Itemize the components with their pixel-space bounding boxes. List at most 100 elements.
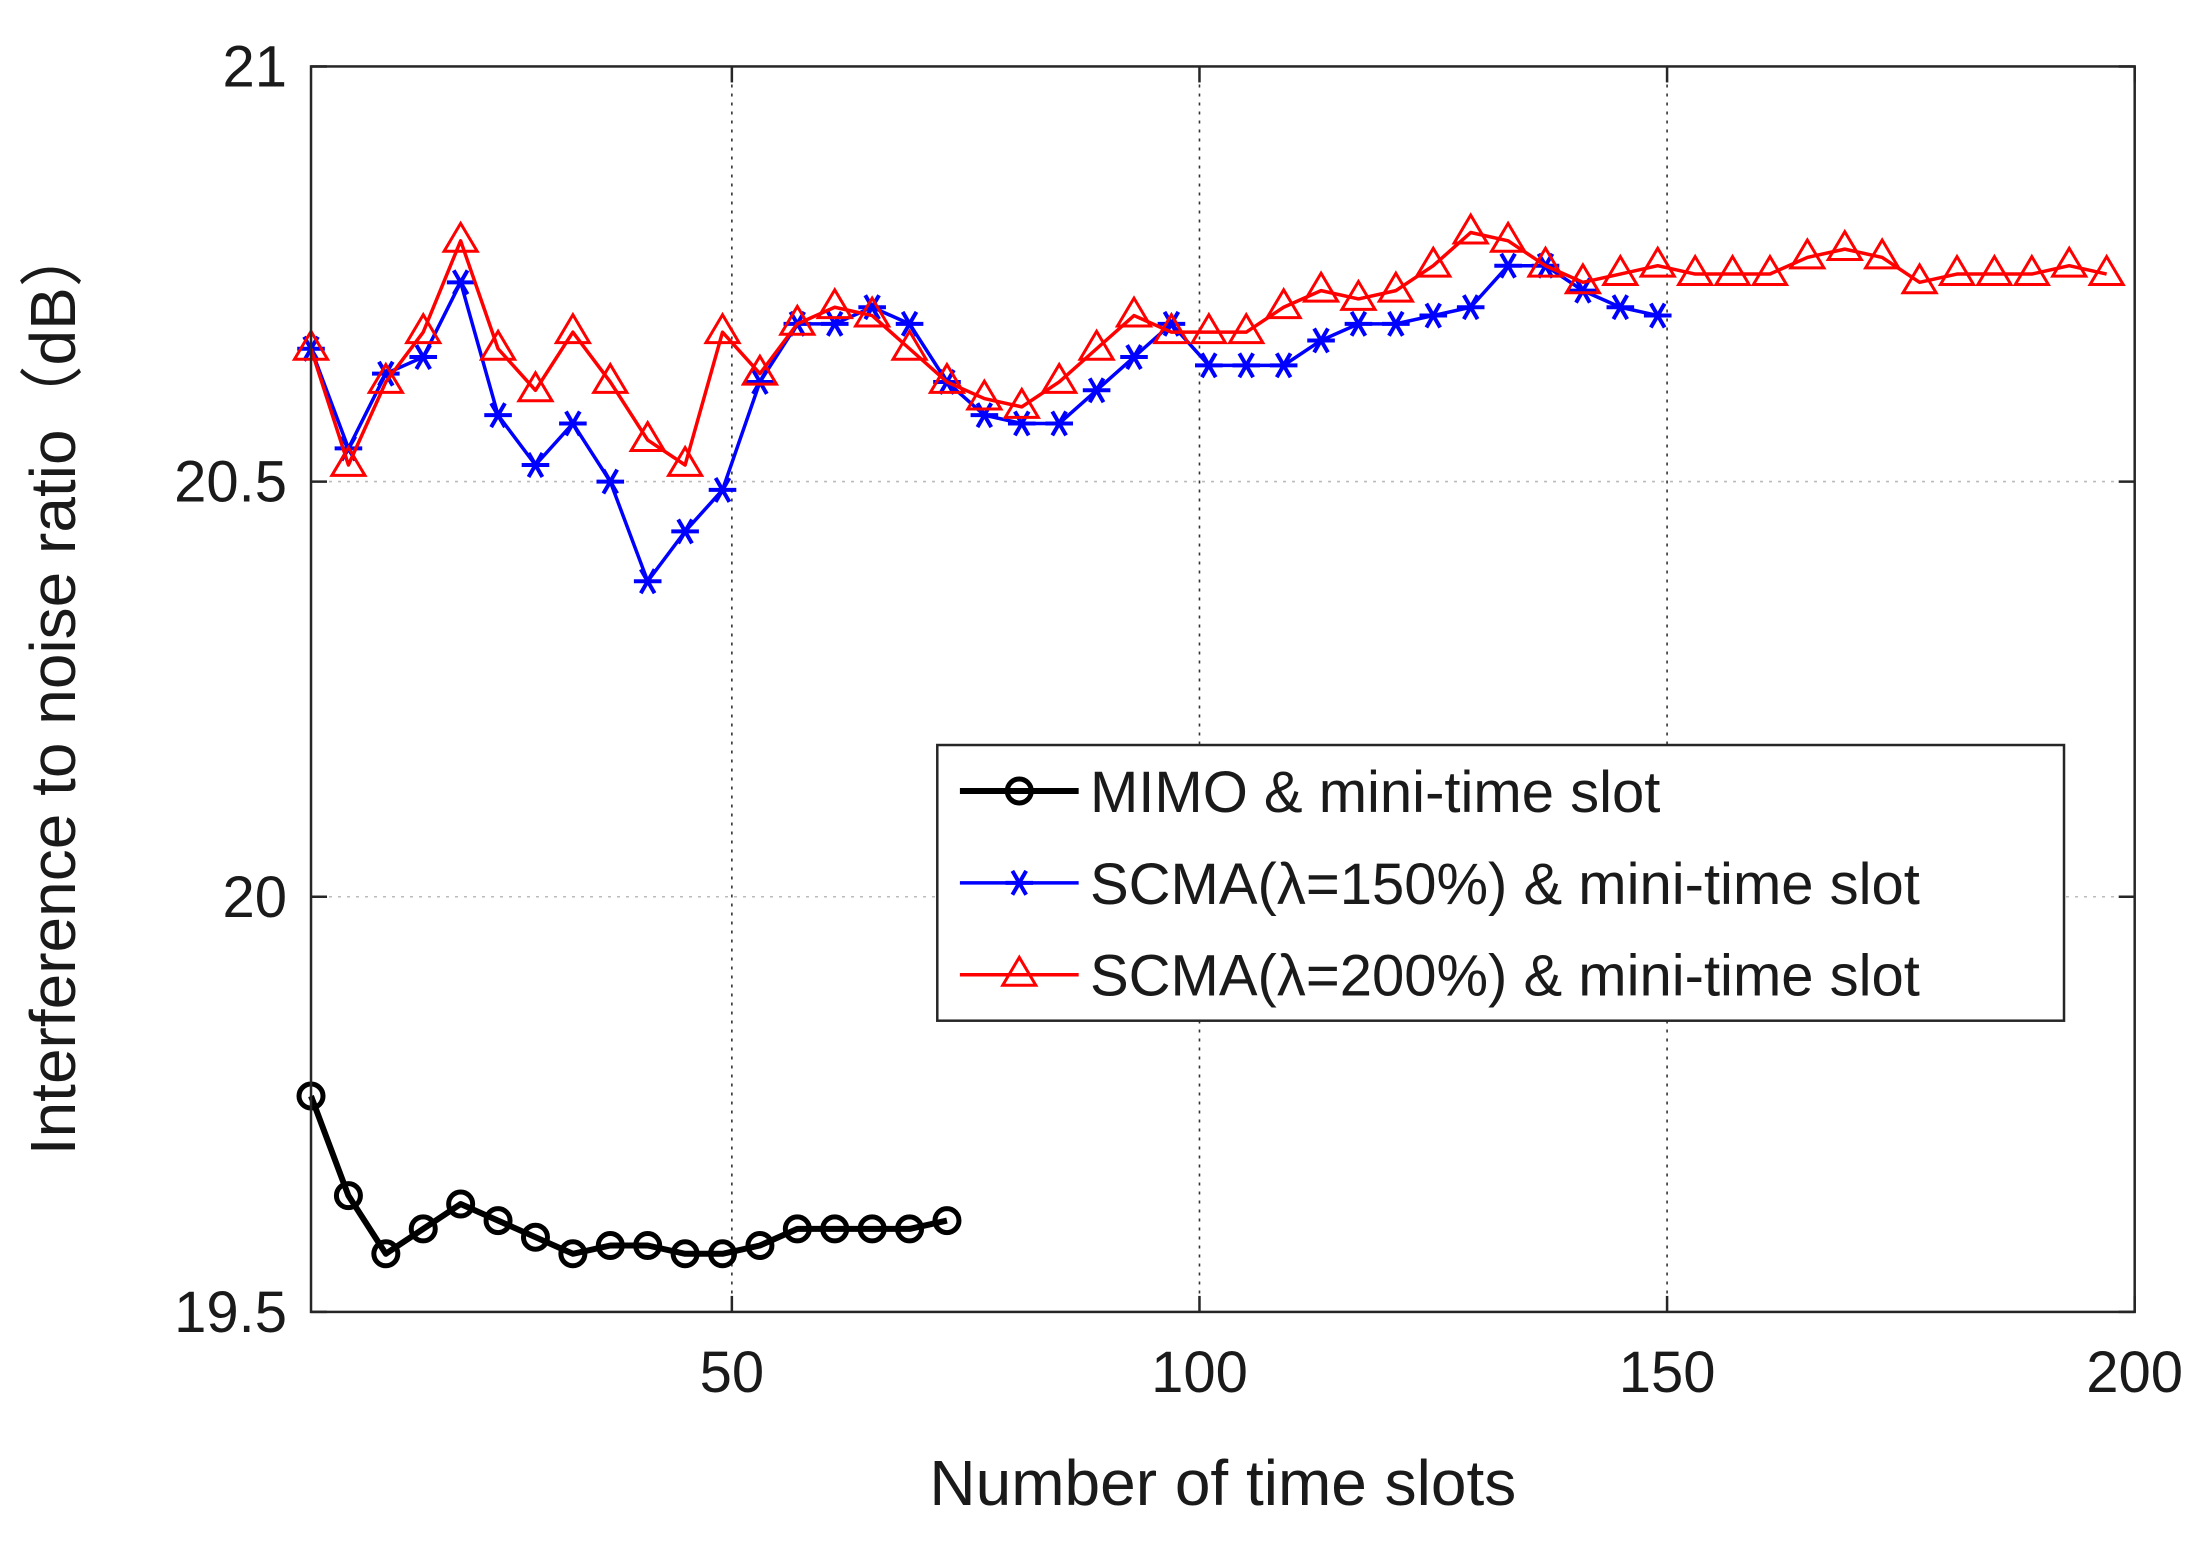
- data-point: [708, 476, 737, 503]
- data-point: [1750, 253, 1790, 286]
- data-point: [446, 269, 475, 296]
- data-point: [633, 1230, 663, 1260]
- data-point: [1863, 237, 1902, 270]
- data-point: [1195, 352, 1223, 379]
- asterisk-stroke: [751, 369, 769, 395]
- data-point: [2050, 245, 2089, 278]
- asterisk-stroke: [1087, 377, 1106, 404]
- data-point: [746, 369, 774, 395]
- data-point: [1269, 352, 1298, 379]
- legend-label: SCMA(λ=150%) & mini-time slot: [1090, 852, 1920, 917]
- data-point: [1419, 302, 1448, 329]
- asterisk-stroke: [377, 360, 395, 387]
- data-point: [970, 402, 999, 429]
- data-point: [1227, 311, 1266, 345]
- data-point: [1825, 228, 1864, 262]
- data-point: [520, 1222, 550, 1252]
- series-layer: [291, 212, 2126, 1269]
- axis-ticks: 50 100 150 200 19.5 20 20.5 21: [174, 34, 2183, 1404]
- data-point: [1414, 245, 1453, 278]
- data-point: [740, 353, 780, 386]
- asterisk-stroke: [1462, 294, 1480, 321]
- data-point: [1339, 278, 1378, 311]
- legend-marker: [1005, 869, 1034, 896]
- x-axis-label: Number of time slots: [929, 1447, 1516, 1519]
- data-point: [670, 1239, 700, 1269]
- data-point: [333, 1181, 363, 1211]
- legend-marker: [1004, 776, 1034, 806]
- legend-label: MIMO & mini-time slot: [1090, 760, 1660, 825]
- y-tick-label: 21: [222, 34, 287, 99]
- plot-area-frame: [309, 65, 2136, 1314]
- legend-box: [936, 743, 2066, 1022]
- data-point: [483, 1206, 513, 1236]
- data-point: [852, 295, 892, 328]
- data-point: [1382, 310, 1410, 337]
- data-point: [329, 444, 368, 477]
- asterisk-stroke: [639, 568, 657, 595]
- asterisk-stroke: [1275, 352, 1293, 379]
- data-point: [895, 1214, 925, 1244]
- data-point: [1643, 302, 1672, 329]
- asterisk-stroke: [1499, 252, 1517, 279]
- asterisk-stroke: [1649, 302, 1667, 329]
- data-point: [1900, 261, 1939, 295]
- data-point: [404, 311, 443, 345]
- data-point: [1040, 361, 1079, 394]
- data-point: [1638, 245, 1677, 278]
- data-point: [820, 1214, 850, 1244]
- y-tick-label: 19.5: [174, 1280, 287, 1345]
- asterisk-stroke: [1200, 352, 1218, 379]
- data-point: [665, 444, 705, 477]
- data-point: [1307, 327, 1335, 354]
- data-point: [371, 1239, 401, 1269]
- data-point: [1494, 252, 1522, 279]
- data-point: [745, 1230, 775, 1260]
- data-point: [1007, 410, 1036, 437]
- data-point: [408, 1214, 438, 1244]
- asterisk-stroke: [1611, 294, 1629, 321]
- asterisk-stroke: [564, 410, 582, 437]
- asterisk-stroke: [489, 402, 507, 429]
- legend: MIMO & mini-time slot SCMA(λ=150%) & mini…: [936, 743, 2066, 1022]
- data-point: [857, 1214, 887, 1244]
- asterisk-stroke: [975, 402, 994, 429]
- data-point: [1937, 253, 1977, 286]
- data-point: [484, 402, 512, 429]
- asterisk-stroke: [414, 344, 432, 371]
- data-point: [1526, 245, 1565, 278]
- series-line: [309, 230, 2108, 467]
- x-tick-label: 200: [2086, 1340, 2183, 1405]
- asterisk-stroke: [452, 269, 470, 296]
- data-point: [1344, 310, 1373, 337]
- data-point: [366, 361, 405, 394]
- data-point: [478, 328, 518, 361]
- data-point: [446, 1189, 476, 1219]
- data-point: [558, 1239, 588, 1269]
- data-point: [596, 468, 625, 495]
- y-axis-label: Interference to noise ratio（dB）: [17, 223, 89, 1155]
- asterisk-stroke: [1013, 410, 1031, 437]
- y-tick-label: 20: [222, 865, 287, 930]
- data-point: [1601, 253, 1640, 286]
- data-point: [703, 311, 742, 345]
- data-point: [1152, 311, 1191, 345]
- asterisk-stroke: [1125, 344, 1143, 371]
- asterisk-stroke: [1349, 310, 1368, 337]
- data-point: [1002, 386, 1041, 419]
- asterisk-stroke: [1312, 327, 1330, 354]
- data-point: [708, 1239, 738, 1269]
- data-point: [633, 568, 662, 595]
- data-point: [671, 518, 699, 545]
- data-point: [1376, 270, 1416, 303]
- data-point: [1264, 286, 1303, 320]
- data-point: [1451, 212, 1490, 245]
- data-point: [628, 419, 667, 453]
- data-point: [409, 344, 438, 371]
- data-point: [895, 310, 924, 337]
- data-point: [1114, 295, 1154, 328]
- data-point: [1975, 253, 2014, 286]
- legend-marker: [1000, 954, 1039, 987]
- data-point: [820, 310, 849, 337]
